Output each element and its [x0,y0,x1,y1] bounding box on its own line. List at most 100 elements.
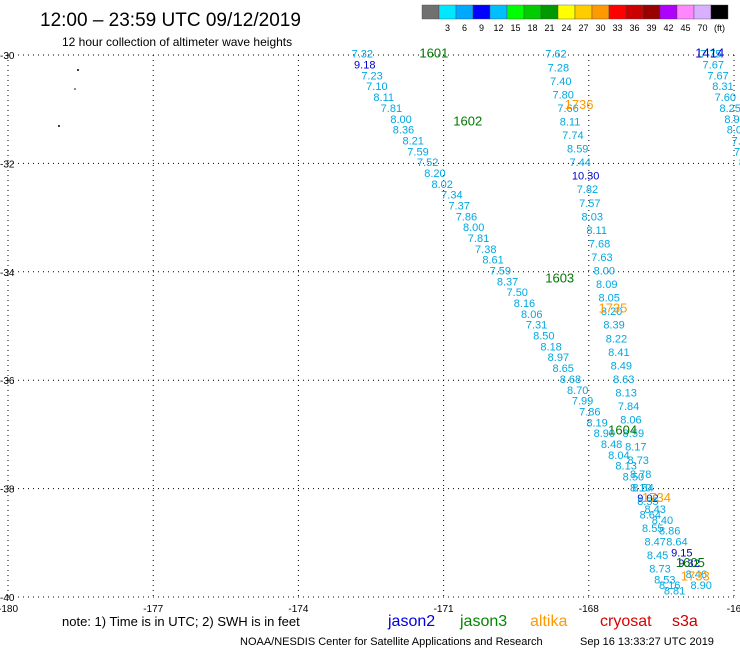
wave-height-label: 8.20 [601,306,622,318]
wave-height-label: 7.52 [417,157,438,169]
x-tick-label: -180 [0,604,18,615]
color-scale-swatch [574,4,593,20]
wave-height-label: 8.70 [567,385,588,397]
x-tick-label: -168 [579,604,599,615]
wave-height-label: 7.82 [577,184,598,196]
wave-height-label: 7.23 [361,70,382,82]
wave-height-label: 8.81 [664,585,685,597]
wave-height-label: 8.41 [608,347,629,359]
color-scale-swatch [557,4,576,20]
color-scale-label: 21 [544,23,554,33]
wave-height-label: 8.40 [652,515,673,527]
color-scale-label: 36 [629,23,639,33]
color-scale-label: 30 [595,23,605,33]
wave-height-label: 8.68 [560,374,581,386]
color-scale-swatch [659,4,678,20]
wave-height-label: 8.65 [553,363,574,375]
color-scale-swatch [506,4,525,20]
wave-height-label: 7.81 [468,233,489,245]
wave-height-label: 8.10 [630,482,651,494]
wave-height-label: 8.86 [659,526,680,538]
wave-height-label: 8.16 [659,580,680,592]
wave-height-label: 7.99 [572,396,593,408]
land-speck [58,125,60,127]
pass-label: 1733 [681,569,710,584]
wave-height-label: 8.68 [739,157,740,169]
color-scale-label: 70 [697,23,707,33]
wave-height-labels: 7.329.187.237.108.117.818.008.368.217.59… [352,49,740,598]
wave-height-label: 7.28 [548,62,569,74]
color-scale-label: 27 [578,23,588,33]
wave-height-label: 7.57 [579,198,600,210]
wave-height-label: 8.46 [686,569,707,581]
legend-jason2: jason2 [387,613,435,630]
grid-lines [7,54,735,598]
land-speck [77,69,79,71]
color-scale-label: 45 [680,23,690,33]
color-scale-swatch [642,4,661,20]
wave-height-label: 8.00 [594,266,615,278]
wave-height-label: 8.50 [533,331,554,343]
wave-height-label: 8.73 [649,564,670,576]
wave-height-label: 8.64 [640,509,661,521]
y-tick-label: -36 [0,376,15,387]
land-speck [74,88,76,90]
wave-height-label: 8.02 [432,179,453,191]
wave-height-label: 9.32 [678,558,699,570]
wave-height-label: 7.59 [490,266,511,278]
color-scale-swatch [676,4,695,20]
color-scale-swatch [421,4,440,20]
y-tick-label: -34 [0,268,15,279]
wave-height-label: 8.49 [611,360,632,372]
wave-height-label: 7.86 [456,211,477,223]
wave-height-label: 8.90 [690,580,711,592]
color-scale-label: 3 [445,23,450,33]
pass-label: 1736 [565,97,594,112]
wave-height-label: 8.55 [637,496,658,508]
color-scale-swatch [608,4,627,20]
wave-height-label: 8.07 [727,125,740,137]
color-scale-swatch [710,4,729,20]
wave-height-label: 8.05 [598,293,619,305]
wave-height-label: 7.86 [579,406,600,418]
wave-height-label: 8.17 [625,442,646,454]
wave-height-label: 8.90 [594,428,615,440]
color-scale-label: 9 [479,23,484,33]
wave-height-label: 8.19 [586,417,607,429]
wave-height-label: 8.45 [647,550,668,562]
pass-label: 1604 [608,422,637,437]
wave-height-label: 8.18 [540,341,561,353]
wave-height-label: 8.47 [644,537,665,549]
y-tick-label: -38 [0,485,15,496]
color-scale-swatch [523,4,542,20]
pass-label: 1602 [453,113,482,128]
color-scale-swatch [489,4,508,20]
wave-height-label: 7.84 [618,401,639,413]
wave-height-label: 8.31 [712,81,733,93]
color-scale-label: 6 [462,23,467,33]
x-tick-label: -177 [143,604,163,615]
wave-height-label: 9.02 [637,493,658,505]
wave-height-label: 7.38 [475,244,496,256]
wave-height-label: 8.59 [623,428,644,440]
wave-height-label: 8.59 [567,144,588,156]
color-scale-swatch [455,4,474,20]
wave-height-label: 8.11 [373,92,394,104]
wave-height-label: 7.31 [526,320,547,332]
wave-height-label: 7.60 [715,92,736,104]
wave-height-label: 9.18 [354,60,375,72]
wave-height-label: 7.50 [507,287,528,299]
x-tick-label: -171 [434,604,454,615]
wave-height-label: 8.00 [463,222,484,234]
wave-height-label: 7.66 [732,135,740,147]
legend-jason3: jason3 [459,613,507,630]
axis-ticks: -180 -177 -174 -171 -168 -16 -30 -32 -34 -36 -38 -4… [0,51,740,615]
wave-height-label: 8.20 [424,168,445,180]
color-scale-label: 39 [646,23,656,33]
x-tick-label: -16 [727,604,740,615]
wave-height-label: 8.11 [560,116,581,128]
wave-height-label: 7.10 [366,81,387,93]
wave-height-label: 8.03 [582,211,603,223]
